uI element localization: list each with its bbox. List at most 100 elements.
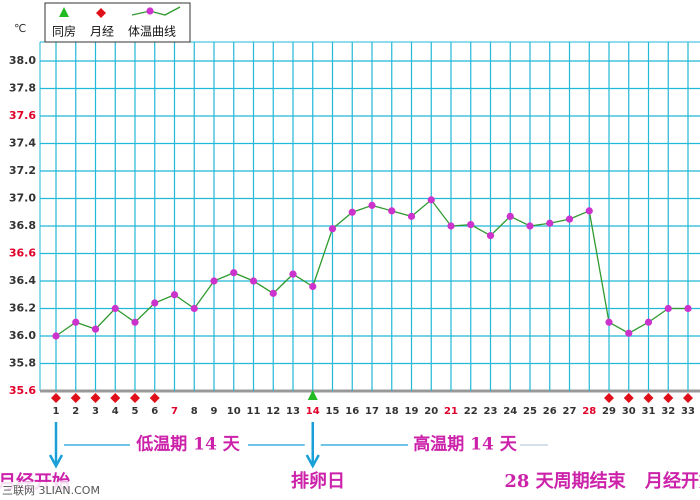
x-tick-label: 30 — [622, 406, 636, 417]
legend-label: 同房 — [52, 24, 76, 39]
x-tick-label: 5 — [132, 406, 139, 417]
x-tick-label: 14 — [306, 406, 320, 417]
y-tick-label: 37.6 — [9, 109, 36, 122]
y-tick-label: 37.8 — [9, 82, 36, 95]
x-tick-label: 7 — [171, 406, 178, 417]
temperature-point — [91, 325, 100, 333]
temperature-point — [684, 304, 692, 313]
event-marker — [110, 393, 121, 403]
temperature-point — [72, 318, 80, 326]
event-marker — [70, 393, 81, 403]
x-tick-label: 23 — [484, 406, 498, 417]
temperature-point — [546, 219, 554, 227]
x-tick-label: 8 — [191, 406, 198, 417]
x-tick-label: 31 — [642, 406, 656, 417]
legend-marker — [146, 7, 154, 15]
y-tick-label: 37.0 — [9, 192, 36, 205]
event-marker — [51, 393, 61, 403]
x-tick-label: 25 — [523, 406, 537, 417]
event-marker — [149, 393, 160, 403]
legend-label: 月经 — [90, 25, 114, 39]
x-tick-label: 13 — [286, 406, 300, 417]
temperature-point — [52, 332, 60, 340]
x-tick-label: 28 — [582, 406, 596, 417]
watermark-bg — [0, 482, 112, 500]
x-tick-label: 32 — [661, 406, 675, 417]
temperature-point — [585, 207, 593, 215]
y-tick-label: 36.2 — [9, 302, 36, 315]
annotation: 排卵日 — [291, 470, 345, 492]
event-marker — [663, 393, 674, 403]
x-tick-label: 24 — [503, 406, 517, 417]
temperature-point — [368, 201, 376, 209]
y-tick-label: 35.6 — [9, 384, 36, 397]
annotation: 高温期 14 天 — [413, 434, 517, 455]
temperature-point — [565, 215, 574, 223]
x-tick-label: 2 — [72, 406, 79, 417]
x-tick-label: 20 — [424, 406, 438, 417]
x-tick-label: 9 — [211, 406, 218, 417]
event-marker — [307, 390, 318, 400]
x-tick-label: 1 — [53, 406, 60, 417]
x-tick-label: 12 — [266, 406, 280, 417]
temperature-point — [526, 222, 534, 230]
x-tick-label: 19 — [405, 406, 419, 417]
temperature-point — [210, 277, 218, 285]
temperature-point — [269, 289, 277, 297]
legend-marker — [59, 7, 69, 17]
unit-label: ℃ — [14, 22, 26, 35]
y-tick-label: 37.2 — [9, 164, 36, 177]
event-marker — [604, 393, 614, 403]
temperature-point — [328, 225, 337, 233]
event-marker — [683, 393, 693, 403]
watermark: 三联网 3LIAN.COM — [2, 484, 100, 497]
temperature-point — [486, 232, 495, 240]
temperature-point — [131, 318, 139, 326]
y-tick-label: 37.4 — [9, 137, 36, 150]
x-tick-label: 16 — [345, 406, 359, 417]
event-marker — [643, 393, 654, 403]
temperature-point — [605, 318, 613, 326]
x-tick-label: 15 — [326, 406, 340, 417]
x-tick-label: 3 — [92, 406, 99, 417]
temperature-point — [309, 282, 317, 291]
legend-line — [131, 6, 181, 16]
y-tick-label: 36.6 — [9, 247, 36, 260]
x-tick-label: 29 — [602, 406, 616, 417]
arrow-head — [305, 454, 320, 469]
temperature-point — [170, 291, 179, 299]
temperature-point — [644, 318, 653, 326]
annotation: 低温期 14 天 — [135, 434, 240, 455]
y-tick-label: 36.8 — [9, 219, 36, 232]
temperature-point — [388, 207, 396, 215]
legend-marker — [96, 8, 106, 18]
x-tick-label: 33 — [681, 406, 695, 417]
legend-box — [44, 2, 191, 43]
temperature-point — [467, 221, 475, 229]
annotation: 28 天周期结束 — [504, 470, 626, 492]
temperature-point — [625, 329, 633, 337]
x-tick-label: 10 — [227, 406, 241, 417]
temperature-point — [348, 208, 356, 216]
x-tick-label: 17 — [365, 406, 379, 417]
x-tick-label: 4 — [112, 406, 119, 417]
annotation: 月经开始 — [644, 470, 700, 492]
event-marker — [130, 393, 140, 403]
y-tick-label: 35.8 — [9, 357, 36, 370]
x-tick-label: 22 — [464, 406, 478, 417]
event-marker — [90, 393, 101, 403]
y-tick-label: 36.4 — [9, 274, 36, 287]
temperature-point — [664, 304, 672, 313]
x-tick-label: 11 — [247, 406, 261, 417]
legend-label: 体温曲线 — [128, 25, 176, 39]
y-tick-label: 36.0 — [9, 329, 36, 342]
temperature-point — [427, 196, 435, 204]
x-tick-label: 26 — [543, 406, 557, 417]
x-tick-label: 6 — [151, 406, 158, 417]
arrow-head — [48, 454, 64, 469]
temperature-point — [111, 304, 119, 313]
x-tick-label: 21 — [444, 406, 458, 417]
y-tick-label: 38.0 — [9, 54, 36, 67]
